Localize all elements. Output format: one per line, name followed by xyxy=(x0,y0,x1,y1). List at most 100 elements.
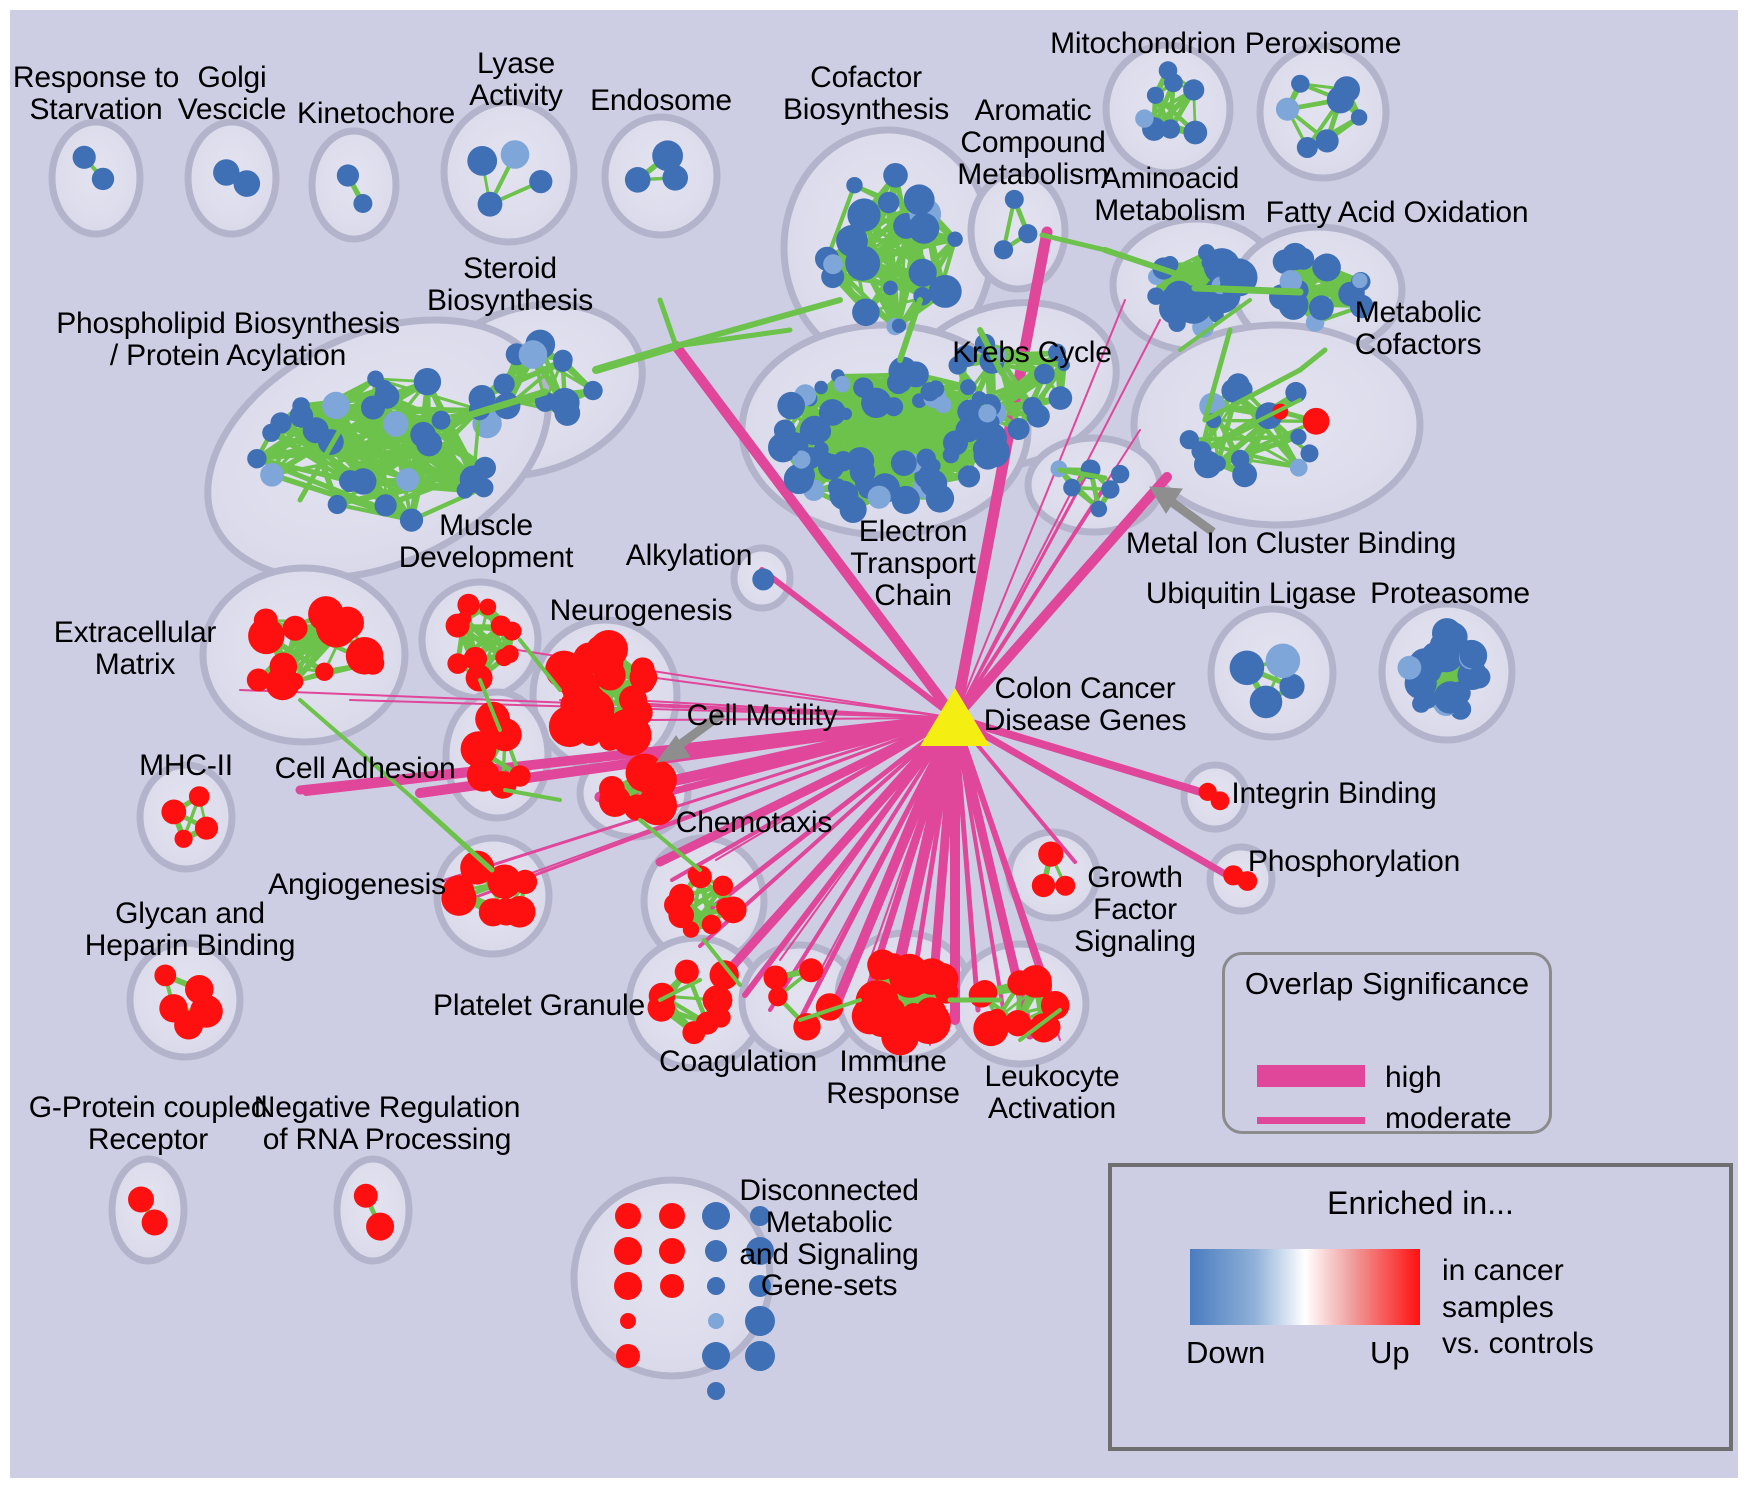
gene-set-node[interactable] xyxy=(1063,478,1081,497)
gene-set-node[interactable] xyxy=(620,1313,636,1329)
gene-set-node[interactable] xyxy=(1223,865,1244,886)
gene-set-node[interactable] xyxy=(1147,287,1165,305)
cluster-ubiquitin-ligase[interactable] xyxy=(1229,643,1305,719)
gene-set-node[interactable] xyxy=(457,593,480,617)
gene-set-node[interactable] xyxy=(777,391,805,420)
gene-set-node[interactable] xyxy=(659,1238,685,1264)
gene-set-node[interactable] xyxy=(336,164,359,187)
gene-set-node[interactable] xyxy=(1183,79,1205,101)
gene-set-node[interactable] xyxy=(353,194,373,213)
gene-set-node[interactable] xyxy=(957,465,981,488)
gene-set-node[interactable] xyxy=(884,397,904,417)
gene-set-node[interactable] xyxy=(773,419,796,442)
gene-set-node[interactable] xyxy=(752,568,775,591)
gene-set-node[interactable] xyxy=(839,495,867,523)
gene-set-node[interactable] xyxy=(1004,189,1024,209)
gene-set-node[interactable] xyxy=(705,1240,727,1262)
gene-set-node[interactable] xyxy=(315,607,357,648)
gene-set-node[interactable] xyxy=(594,659,626,691)
gene-set-node[interactable] xyxy=(978,404,997,423)
gene-set-node[interactable] xyxy=(399,508,424,532)
gene-set-node[interactable] xyxy=(616,1344,640,1368)
gene-set-node[interactable] xyxy=(746,1237,774,1265)
gene-set-node[interactable] xyxy=(648,982,676,1010)
gene-set-node[interactable] xyxy=(1110,464,1130,484)
gene-set-node[interactable] xyxy=(479,598,497,616)
gene-set-node[interactable] xyxy=(915,997,947,1029)
gene-set-node[interactable] xyxy=(1038,841,1064,867)
gene-set-node[interactable] xyxy=(852,298,880,327)
gene-set-node[interactable] xyxy=(375,379,393,398)
gene-set-node[interactable] xyxy=(493,373,515,395)
gene-set-node[interactable] xyxy=(891,318,907,333)
gene-set-node[interactable] xyxy=(1229,650,1265,686)
gene-set-node[interactable] xyxy=(709,960,739,990)
gene-set-node[interactable] xyxy=(589,630,628,669)
gene-set-node[interactable] xyxy=(154,964,177,987)
gene-set-node[interactable] xyxy=(518,340,548,369)
gene-set-node[interactable] xyxy=(141,1209,168,1236)
gene-set-node[interactable] xyxy=(1040,991,1070,1020)
gene-set-node[interactable] xyxy=(888,356,918,386)
gene-set-node[interactable] xyxy=(188,786,210,807)
gene-set-node[interactable] xyxy=(947,231,963,247)
gene-set-node[interactable] xyxy=(1285,381,1307,404)
gene-set-node[interactable] xyxy=(1179,430,1199,450)
cluster-golgi-vescicle[interactable] xyxy=(213,159,261,197)
cluster-response-to-starvation[interactable] xyxy=(72,145,115,191)
gene-set-node[interactable] xyxy=(1347,284,1365,302)
gene-set-node[interactable] xyxy=(1315,129,1339,153)
gene-set-node[interactable] xyxy=(846,177,863,194)
gene-set-node[interactable] xyxy=(270,412,292,434)
gene-set-node[interactable] xyxy=(233,170,261,197)
gene-set-node[interactable] xyxy=(1291,74,1310,93)
gene-set-node[interactable] xyxy=(431,410,451,430)
gene-set-node[interactable] xyxy=(916,448,936,468)
cluster-proteasome[interactable] xyxy=(1397,618,1491,720)
gene-set-node[interactable] xyxy=(763,965,788,990)
gene-set-node[interactable] xyxy=(488,718,522,752)
gene-set-node[interactable] xyxy=(128,1186,154,1213)
gene-set-node[interactable] xyxy=(1183,120,1208,145)
gene-set-node[interactable] xyxy=(1352,272,1368,289)
cluster-immune-response[interactable] xyxy=(851,949,959,1056)
cluster-growth-factor-signaling[interactable] xyxy=(1031,841,1076,898)
gene-set-node[interactable] xyxy=(818,399,846,426)
gene-set-node[interactable] xyxy=(702,985,733,1015)
gene-set-node[interactable] xyxy=(487,864,522,899)
gene-set-node[interactable] xyxy=(161,799,187,825)
gene-set-node[interactable] xyxy=(660,1274,684,1298)
gene-set-node[interactable] xyxy=(416,430,443,457)
gene-set-node[interactable] xyxy=(745,1306,775,1336)
cluster-phosphorylation[interactable] xyxy=(1223,865,1258,891)
gene-set-node[interactable] xyxy=(1004,1010,1032,1037)
gene-set-node[interactable] xyxy=(867,485,891,509)
gene-set-node[interactable] xyxy=(919,469,948,497)
gene-set-node[interactable] xyxy=(707,1277,725,1295)
gene-set-node[interactable] xyxy=(500,140,530,169)
cluster-muscle-development[interactable] xyxy=(445,593,522,692)
gene-set-node[interactable] xyxy=(460,731,497,768)
gene-set-node[interactable] xyxy=(502,621,522,641)
gene-set-node[interactable] xyxy=(719,896,747,924)
gene-set-node[interactable] xyxy=(662,165,688,191)
gene-set-node[interactable] xyxy=(1034,363,1055,385)
gene-set-node[interactable] xyxy=(1249,685,1283,719)
cluster-glycan-heparin-binding[interactable] xyxy=(154,964,223,1040)
gene-set-node[interactable] xyxy=(708,1313,724,1329)
gene-set-node[interactable] xyxy=(413,368,442,396)
gene-set-node[interactable] xyxy=(908,258,937,287)
gene-set-node[interactable] xyxy=(924,382,941,399)
gene-set-node[interactable] xyxy=(1055,875,1076,896)
gene-set-node[interactable] xyxy=(1018,224,1038,244)
gene-set-node[interactable] xyxy=(1026,404,1050,428)
gene-set-node[interactable] xyxy=(791,463,815,488)
gene-set-node[interactable] xyxy=(474,456,496,479)
gene-set-node[interactable] xyxy=(599,776,625,802)
gene-set-node[interactable] xyxy=(1302,407,1330,435)
gene-set-node[interactable] xyxy=(315,662,334,681)
gene-set-node[interactable] xyxy=(339,470,362,493)
gene-set-node[interactable] xyxy=(814,380,828,395)
gene-set-node[interactable] xyxy=(874,397,888,411)
gene-set-node[interactable] xyxy=(878,191,900,214)
